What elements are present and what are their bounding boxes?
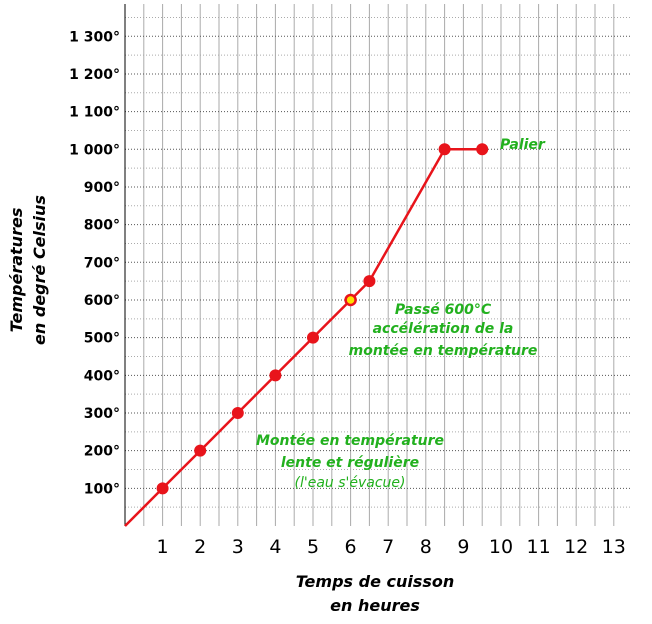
annotation-montee-1: Montée en température — [256, 433, 444, 449]
y-tick-label: 200° — [84, 444, 120, 460]
series-line — [124, 148, 483, 527]
annotation-acceleration-3: montée en température — [349, 343, 538, 359]
y-tick-label: 300° — [84, 406, 120, 422]
y-tick-label: 1 300° — [69, 29, 120, 45]
series-lines — [124, 148, 483, 527]
x-tick-label: 13 — [602, 536, 626, 558]
x-tick-label: 2 — [194, 536, 206, 558]
y-tick-label: 600° — [84, 293, 120, 309]
data-point — [156, 482, 169, 495]
y-tick-label: 400° — [84, 368, 120, 384]
data-point — [269, 369, 282, 382]
y-tick-label: 900° — [84, 180, 120, 196]
data-point — [438, 143, 451, 156]
annotation-montee-2: lente et régulière — [281, 455, 419, 471]
y-tick-label: 1 200° — [69, 67, 120, 83]
data-point — [476, 143, 489, 156]
x-tick-label: 7 — [382, 536, 394, 558]
x-tick-label: 11 — [527, 536, 551, 558]
x-tick-label: 12 — [564, 536, 588, 558]
annotation-acceleration-1: Passé 600°C — [395, 302, 492, 318]
y-axis-title: Températures — [7, 208, 26, 333]
x-tick-label: 4 — [269, 536, 281, 558]
annotation-palier: Palier — [500, 137, 546, 153]
y-tick-label: 100° — [84, 481, 120, 497]
x-tick-label: 1 — [157, 536, 169, 558]
x-tick-label: 9 — [457, 536, 469, 558]
data-point — [307, 331, 319, 344]
y-axis-ticks: 100° 200° 300° 400° 500° 600° 700° 800° 900° 1 00… — [69, 29, 120, 497]
x-tick-label: 8 — [420, 536, 432, 558]
y-tick-label: 800° — [84, 218, 120, 234]
x-axis-subtitle: en heures — [330, 596, 420, 615]
data-point — [231, 406, 244, 419]
x-tick-label: 5 — [307, 536, 319, 558]
x-axis-title: Temps de cuisson — [296, 572, 455, 591]
data-points — [156, 143, 489, 495]
x-tick-label: 3 — [232, 536, 244, 558]
x-axis-ticks: 1 2 3 4 5 6 7 8 9 10 11 12 13 — [157, 536, 626, 558]
data-point — [194, 444, 207, 457]
annotation-eau: (l'eau s'évacue) — [295, 475, 406, 491]
x-tick-label: 6 — [345, 536, 357, 558]
y-tick-label: 700° — [84, 255, 120, 271]
y-tick-label: 500° — [84, 331, 120, 347]
annotation-acceleration-2: accélération de la — [373, 321, 514, 337]
x-tick-label: 10 — [489, 536, 513, 558]
y-axis-subtitle: en degré Celsius — [30, 195, 49, 345]
data-point — [363, 275, 376, 288]
grid — [124, 4, 630, 526]
y-tick-label: 1 000° — [69, 142, 120, 158]
y-tick-label: 1 100° — [69, 105, 120, 121]
data-point-highlight — [344, 293, 357, 307]
